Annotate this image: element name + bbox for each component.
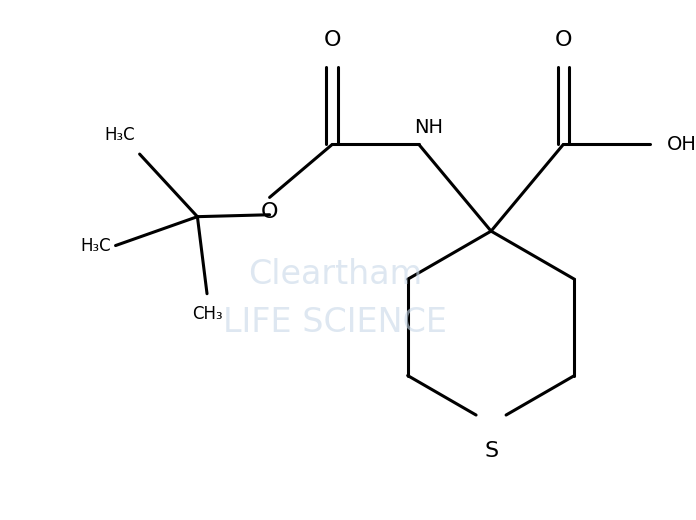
- Text: O: O: [324, 30, 341, 50]
- Text: Cleartham
LIFE SCIENCE: Cleartham LIFE SCIENCE: [223, 258, 447, 340]
- Text: OH: OH: [667, 135, 696, 154]
- Text: O: O: [261, 202, 278, 222]
- Text: O: O: [555, 30, 572, 50]
- Text: NH: NH: [414, 118, 443, 137]
- Text: H₃C: H₃C: [80, 237, 111, 255]
- Text: H₃C: H₃C: [104, 126, 135, 145]
- Text: S: S: [484, 441, 498, 461]
- Text: CH₃: CH₃: [191, 305, 222, 323]
